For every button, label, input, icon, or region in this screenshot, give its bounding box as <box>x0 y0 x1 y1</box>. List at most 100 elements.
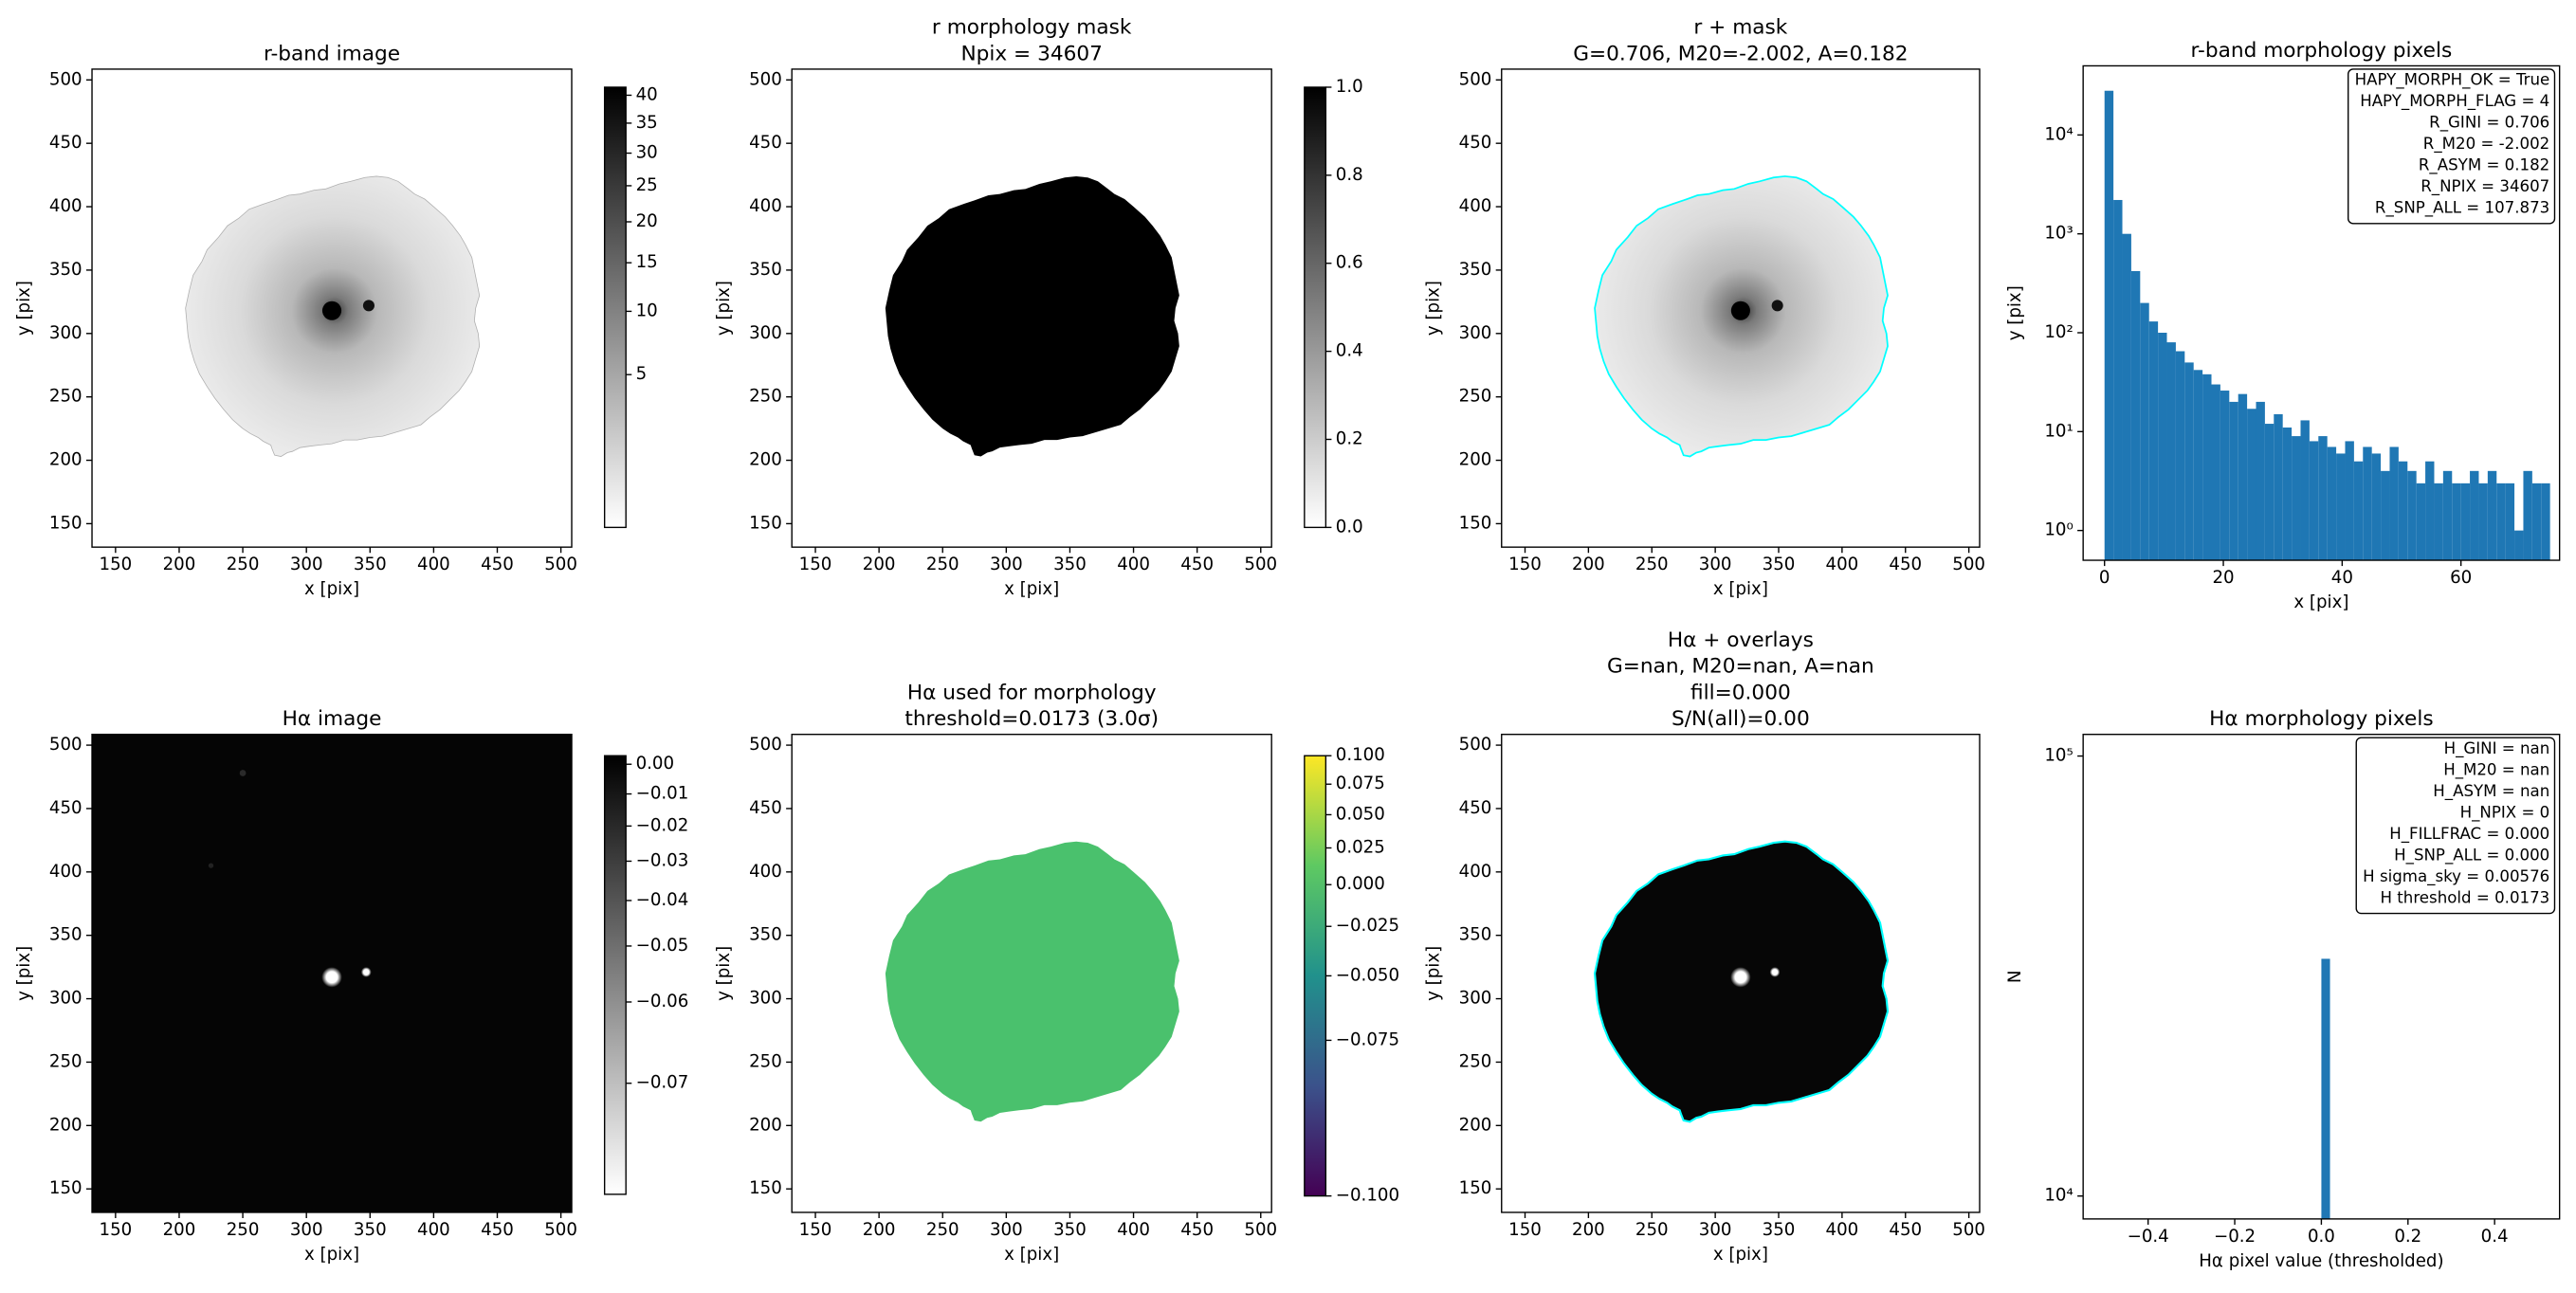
stats-line: HAPY_MORPH_FLAG = 4 <box>2360 92 2549 111</box>
x-tick-label: −0.2 <box>2214 1227 2256 1247</box>
x-tick-label: 20 <box>2212 568 2234 588</box>
y-tick-label: 500 <box>749 735 782 755</box>
y-tick-label: 150 <box>49 513 82 533</box>
stats-line: H_NPIX = 0 <box>2460 803 2550 822</box>
hist-bar <box>2425 461 2435 561</box>
x-tick-label: 500 <box>1952 555 1985 574</box>
x-tick-label: 450 <box>481 1220 514 1240</box>
x-tick-label: 500 <box>544 555 577 574</box>
x-tick-label: 350 <box>1763 555 1796 574</box>
hist-bar <box>2309 441 2319 561</box>
y-tick-label: 150 <box>1459 513 1492 533</box>
hist-bar <box>2336 453 2346 561</box>
y-axis-label: y [pix] <box>714 946 734 1001</box>
y-tick-label: 450 <box>749 133 782 153</box>
y-axis-label: y [pix] <box>14 946 34 1001</box>
stats-line: R_ASYM = 0.182 <box>2419 156 2549 175</box>
colorbar-tick-label: 0.2 <box>1336 428 1363 448</box>
x-tick-label: 250 <box>926 555 959 574</box>
x-tick-label: 150 <box>1508 555 1542 574</box>
y-axis-label: N <box>2005 970 2025 983</box>
stats-box-frame <box>2355 737 2556 915</box>
x-tick-label: 150 <box>100 1220 133 1240</box>
hist-bar <box>2256 401 2265 561</box>
stats-line: H threshold = 0.0173 <box>2381 888 2550 906</box>
colorbar-tick-label: 20 <box>636 211 658 231</box>
colorbar-tick-label: 0.4 <box>1336 341 1363 361</box>
stats-box-frame <box>2348 68 2556 225</box>
y-axis-label: y [pix] <box>714 281 734 336</box>
panel-title: r + mask <box>1693 16 1787 40</box>
hist-bar <box>2541 483 2550 561</box>
y-axis-label: y [pix] <box>14 281 34 336</box>
y-tick-label: 400 <box>1459 196 1492 216</box>
hist-bar <box>2166 342 2176 561</box>
colorbar-tick-label: 40 <box>636 84 658 104</box>
hist-bar <box>2122 233 2131 561</box>
x-tick-label: 400 <box>1117 555 1150 574</box>
hist-bar <box>2274 413 2283 561</box>
hist-bar <box>2148 321 2159 561</box>
hist-bar <box>2300 420 2310 561</box>
y-axis-label: y [pix] <box>1424 281 1444 336</box>
x-tick-label: 350 <box>354 555 387 574</box>
y-tick-label: 400 <box>749 196 782 216</box>
colorbar-tick-label: 25 <box>636 175 658 195</box>
hist-bar <box>2158 333 2167 561</box>
y-tick-label: 10² <box>2044 322 2073 342</box>
hist-bar <box>2460 483 2471 561</box>
colorbar-tick-label: 30 <box>636 143 658 163</box>
panel-title: fill=0.000 <box>1690 681 1791 704</box>
y-tick-label: 10⁵ <box>2044 746 2073 766</box>
x-axis-label: x [pix] <box>1004 1245 1059 1265</box>
y-tick-label: 250 <box>1459 387 1492 407</box>
stats-line: R_M20 = -2.002 <box>2423 135 2549 154</box>
hist-bar <box>2282 427 2293 561</box>
y-tick-label: 400 <box>49 862 82 882</box>
y-tick-label: 450 <box>1459 133 1492 153</box>
stats-line: R_NPIX = 34607 <box>2421 177 2549 196</box>
x-tick-label: 400 <box>1117 1220 1150 1240</box>
colorbar-tick-label: 0.000 <box>1336 874 1385 894</box>
y-tick-label: 300 <box>49 989 82 1009</box>
stats-box: HAPY_MORPH_OK = True HAPY_MORPH_FLAG = 4 R… <box>2348 68 2556 225</box>
x-axis-label: x [pix] <box>2293 592 2348 612</box>
stats-line: HAPY_MORPH_OK = True <box>2355 71 2550 90</box>
colorbar-tick-label: 35 <box>636 113 658 133</box>
y-tick-label: 400 <box>749 862 782 882</box>
hist-bar <box>2140 302 2149 561</box>
y-tick-label: 450 <box>49 798 82 818</box>
x-tick-label: 350 <box>1053 1220 1087 1240</box>
colorbar-tick-label: 0.00 <box>636 754 674 774</box>
y-tick-label: 300 <box>1459 989 1492 1009</box>
x-tick-label: 300 <box>990 1220 1023 1240</box>
x-tick-label: 200 <box>863 1220 896 1240</box>
hist-bar <box>2327 446 2337 561</box>
y-tick-label: 350 <box>1459 260 1492 280</box>
colorbar-tick-label: −0.05 <box>636 936 689 956</box>
panel-title: Hα image <box>283 707 382 731</box>
colorbar <box>1304 86 1327 529</box>
y-tick-label: 200 <box>49 450 82 470</box>
x-tick-label: 250 <box>227 1220 260 1240</box>
y-tick-label: 500 <box>749 69 782 89</box>
x-tick-label: 200 <box>1572 1220 1605 1240</box>
hist-bar <box>2523 470 2532 561</box>
x-tick-label: 0.2 <box>2394 1227 2421 1247</box>
y-tick-label: 300 <box>749 989 782 1009</box>
hist-bar <box>2363 446 2372 561</box>
stats-line: H_FILLFRAC = 0.000 <box>2389 825 2549 844</box>
x-tick-label: 400 <box>417 555 450 574</box>
x-tick-label: 300 <box>290 1220 323 1240</box>
x-tick-label: 40 <box>2331 568 2353 588</box>
y-tick-label: 200 <box>749 450 782 470</box>
y-tick-label: 10¹ <box>2044 421 2073 441</box>
x-axis-label: Hα pixel value (thresholded) <box>2199 1251 2443 1271</box>
x-tick-label: 350 <box>354 1220 387 1240</box>
hist-bar <box>2220 391 2230 561</box>
x-tick-label: 250 <box>1635 1220 1669 1240</box>
x-tick-label: 150 <box>799 555 832 574</box>
y-tick-label: 500 <box>49 69 82 89</box>
hist-bar <box>2470 470 2479 561</box>
y-tick-label: 150 <box>749 513 782 533</box>
